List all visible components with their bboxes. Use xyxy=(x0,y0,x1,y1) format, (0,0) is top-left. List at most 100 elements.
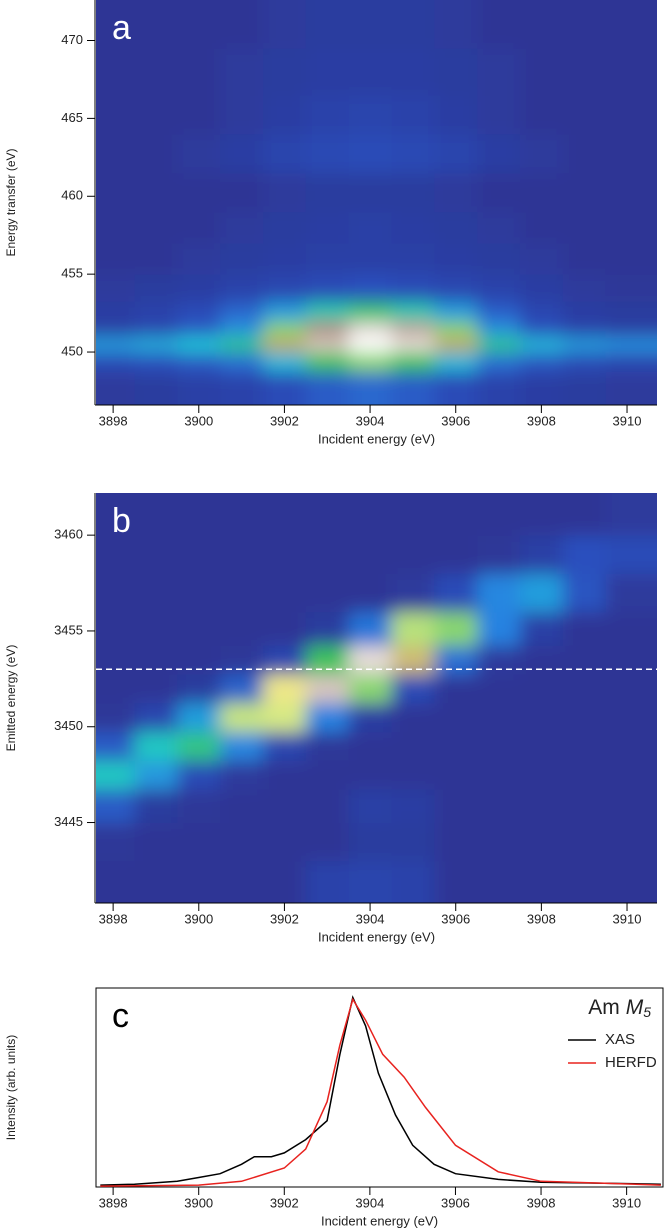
heatmap-cell xyxy=(177,822,221,862)
heatmap-cell xyxy=(391,760,435,790)
heatmap-cell xyxy=(434,573,478,613)
heatmap-cell xyxy=(348,274,392,302)
heatmap-cell xyxy=(263,243,307,275)
heatmap-cell xyxy=(605,611,657,646)
y-tick-label: 3455 xyxy=(54,622,83,637)
heatmap-cell xyxy=(177,535,221,574)
heatmap-cell xyxy=(177,760,221,790)
heatmap-cells xyxy=(96,0,657,405)
heatmap-cell xyxy=(434,301,478,322)
y-axis-title: Emitted energy (eV) xyxy=(4,645,18,752)
heatmap-cell xyxy=(605,822,657,862)
heatmap-cell xyxy=(519,860,564,903)
annotation-subscript: 5 xyxy=(643,1004,651,1020)
heatmap-cell xyxy=(562,371,607,405)
heatmap-cell xyxy=(391,172,435,213)
heatmap-cell xyxy=(605,760,657,790)
heatmap-cell xyxy=(177,371,221,405)
heatmap-cell xyxy=(96,789,136,824)
x-tick-label: 3910 xyxy=(613,413,642,428)
heatmap-cell xyxy=(391,274,435,302)
y-axis-title: Energy transfer (eV) xyxy=(4,148,18,256)
heatmap-cell xyxy=(434,172,478,213)
heatmap-cell xyxy=(263,371,307,405)
heatmap-cell xyxy=(519,320,564,337)
heatmap-cell xyxy=(96,172,136,213)
heatmap-cell xyxy=(177,301,221,322)
legend-label: XAS xyxy=(605,1031,635,1048)
heatmap-cell xyxy=(263,822,307,862)
heatmap-cell xyxy=(519,702,564,733)
heatmap-cell xyxy=(263,301,307,322)
heatmap-cell xyxy=(348,789,392,824)
y-tick-label: 450 xyxy=(61,343,83,358)
heatmap-cell xyxy=(96,860,136,903)
heatmap-cell xyxy=(434,674,478,704)
heatmap-cell xyxy=(434,48,478,96)
heatmap-cell xyxy=(562,860,607,903)
heatmap-cell xyxy=(134,860,178,903)
x-tick-label: 3898 xyxy=(99,413,128,428)
y-tick-label: 3460 xyxy=(54,527,83,542)
heatmap-cell xyxy=(177,860,221,903)
heatmap-cells xyxy=(96,493,657,903)
heatmap-cell xyxy=(263,133,307,174)
heatmap-cell xyxy=(177,731,221,761)
heatmap-cell xyxy=(519,611,564,646)
heatmap-cell xyxy=(134,645,178,675)
heatmap-cell xyxy=(348,0,392,49)
heatmap-cell xyxy=(177,95,221,135)
heatmap-cell xyxy=(177,573,221,613)
heatmap-cell xyxy=(477,336,521,353)
x-tick-label: 3898 xyxy=(99,911,128,926)
heatmap-cell xyxy=(96,573,136,613)
heatmap-cell xyxy=(477,95,521,135)
heatmap-cell xyxy=(391,352,435,373)
heatmap-cell xyxy=(391,493,435,536)
heatmap-cell xyxy=(348,243,392,275)
heatmap-cell xyxy=(220,535,264,574)
x-tick-label: 3908 xyxy=(527,1195,556,1210)
heatmap-cell xyxy=(263,352,307,373)
heatmap-cell xyxy=(348,336,392,353)
x-tick-label: 3900 xyxy=(184,911,213,926)
heatmap-cell xyxy=(391,789,435,824)
heatmap-cell xyxy=(134,320,178,337)
heatmap-cell xyxy=(477,535,521,574)
heatmap-cell xyxy=(220,371,264,405)
heatmap-cell xyxy=(305,493,350,536)
heatmap-cell xyxy=(263,645,307,675)
heatmap-cell xyxy=(434,211,478,244)
heatmap-cell xyxy=(562,573,607,613)
heatmap-cell xyxy=(134,535,178,574)
heatmap-cell xyxy=(305,352,350,373)
heatmap-cell xyxy=(519,573,564,613)
heatmap-cell xyxy=(134,301,178,322)
heatmap-cell xyxy=(519,789,564,824)
heatmap-cell xyxy=(434,822,478,862)
heatmap-cell xyxy=(96,535,136,574)
heatmap-cell xyxy=(477,789,521,824)
heatmap-cell xyxy=(263,336,307,353)
x-tick-label: 3906 xyxy=(441,1195,470,1210)
heatmap-cell xyxy=(305,535,350,574)
heatmap-cell xyxy=(177,133,221,174)
heatmap-cell xyxy=(96,371,136,405)
heatmap-cell xyxy=(220,320,264,337)
heatmap-cell xyxy=(519,731,564,761)
plot-frame xyxy=(95,987,664,1188)
heatmap-cell xyxy=(434,731,478,761)
heatmap-cell xyxy=(96,674,136,704)
x-tick-label: 3900 xyxy=(184,413,213,428)
heatmap-cell xyxy=(519,95,564,135)
heatmap-cell xyxy=(263,95,307,135)
heatmap-cell xyxy=(220,95,264,135)
heatmap-cell xyxy=(96,301,136,322)
heatmap-cell xyxy=(477,352,521,373)
heatmap-cell xyxy=(562,674,607,704)
heatmap-cell xyxy=(562,320,607,337)
heatmap-cell xyxy=(348,320,392,337)
heatmap-cell xyxy=(391,320,435,337)
heatmap-cell xyxy=(391,573,435,613)
heatmap-cell xyxy=(605,645,657,675)
